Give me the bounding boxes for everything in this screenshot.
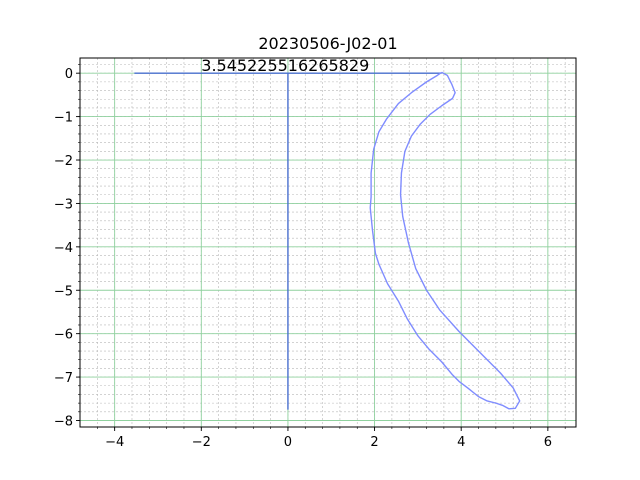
y-tick-label: −2 bbox=[54, 154, 73, 169]
chart-title: 20230506-J02-01 bbox=[258, 34, 397, 53]
major-grid bbox=[80, 58, 576, 427]
x-tick-label: 2 bbox=[370, 435, 378, 450]
x-tick-label: 4 bbox=[457, 435, 465, 450]
y-tick-label: −3 bbox=[54, 197, 73, 212]
y-tick-label: −4 bbox=[54, 241, 73, 256]
x-tick-label: 6 bbox=[544, 435, 552, 450]
x-tick-label: −2 bbox=[192, 435, 211, 450]
annotation-label: 3.545225516265829 bbox=[201, 56, 369, 75]
outline-curve bbox=[369, 71, 521, 410]
series-layer bbox=[134, 71, 521, 410]
axis-ticks: −4 −2 0 2 4 6 0 −1 −2 −3 −4 −5 −6 −7 −8 bbox=[54, 64, 566, 450]
y-tick-label: −8 bbox=[54, 414, 73, 429]
y-tick-label: 0 bbox=[65, 67, 73, 82]
y-tick-label: −7 bbox=[54, 371, 73, 386]
plot-frame bbox=[79, 57, 577, 428]
x-tick-label: −4 bbox=[105, 435, 124, 450]
y-tick-label: −1 bbox=[54, 111, 73, 126]
x-tick-label: 0 bbox=[284, 435, 292, 450]
y-tick-label: −5 bbox=[54, 284, 73, 299]
minor-grid bbox=[80, 58, 576, 427]
y-tick-label: −6 bbox=[54, 328, 73, 343]
